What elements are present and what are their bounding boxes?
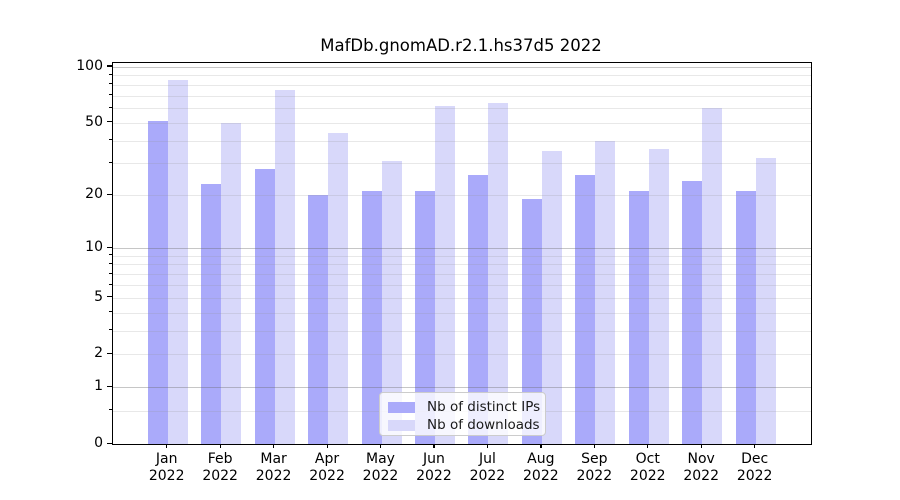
x-tick-mar (273, 443, 275, 448)
bar-ips-jan (147, 121, 168, 444)
x-tick-label-feb: Feb 2022 (202, 451, 238, 484)
x-tick-oct (647, 443, 649, 448)
plot-area (112, 62, 812, 445)
bar-downloads-sep (595, 140, 616, 444)
x-tick-label-nov: Nov 2022 (683, 451, 719, 484)
bar-downloads-mar (274, 90, 295, 444)
y-minortick-9 (109, 254, 112, 256)
x-tick-label-jul: Jul 2022 (469, 451, 506, 484)
legend-label-downloads: Nb of downloads (427, 417, 540, 433)
y-tick-label-2: 2 (94, 345, 103, 362)
x-tick-may (380, 443, 382, 448)
y-tick-label-1: 1 (94, 378, 103, 395)
y-minortick-4 (109, 311, 112, 312)
y-tick-50 (107, 121, 112, 123)
y-tick-5 (107, 296, 112, 298)
legend: Nb of distinct IPs Nb of downloads (379, 392, 546, 436)
bar-ips-oct (628, 191, 649, 444)
y-minortick-7 (109, 272, 112, 274)
legend-item-distinct-ips: Nb of distinct IPs (388, 399, 545, 415)
y-tick-20 (107, 193, 112, 195)
y-tick-10 (107, 246, 112, 248)
y-minortick-90 (109, 73, 112, 75)
bar-ips-nov (682, 181, 703, 444)
y-tick-100 (107, 65, 112, 67)
x-tick-label-mar: Mar 2022 (255, 451, 292, 484)
x-tick-label-jan: Jan 2022 (148, 451, 185, 484)
bar-ips-dec (735, 191, 756, 444)
bar-downloads-nov (702, 108, 723, 444)
y-minortick-80 (109, 83, 112, 85)
y-minortick-30 (109, 161, 112, 163)
y-tick-2 (107, 352, 112, 354)
chart-title: MafDb.gnomAD.r2.1.hs37d5 2022 (320, 36, 602, 55)
x-tick-label-may: May 2022 (362, 451, 399, 484)
x-tick-label-sep: Sep 2022 (576, 451, 613, 484)
x-tick-label-aug: Aug 2022 (523, 451, 559, 484)
x-tick-feb (219, 443, 221, 448)
downloads-color-swatch (388, 419, 415, 431)
bar-downloads-dec (755, 158, 776, 444)
y-tick-label-50: 50 (85, 113, 103, 130)
bar-downloads-aug (541, 151, 562, 444)
x-tick-jul (486, 443, 489, 448)
x-tick-label-dec: Dec 2022 (736, 451, 773, 484)
y-tick-1 (107, 385, 112, 388)
y-tick-label-0: 0 (94, 435, 103, 451)
x-tick-sep (593, 443, 595, 448)
x-tick-label-jun: Jun 2022 (416, 451, 452, 484)
bar-downloads-oct (648, 148, 669, 444)
y-minortick-8 (109, 262, 112, 264)
bar-downloads-may (381, 160, 402, 444)
bar-ips-jul (468, 174, 489, 444)
x-tick-label-apr: Apr 2022 (309, 451, 345, 484)
bar-downloads-jun (434, 105, 455, 444)
bar-downloads-jan (167, 80, 188, 444)
x-tick-aug (540, 443, 542, 448)
bar-ips-sep (575, 174, 596, 444)
bar-ips-apr (308, 195, 329, 444)
y-tick-0 (107, 442, 112, 444)
y-tick-label-100: 100 (76, 57, 103, 74)
bar-downloads-apr (328, 132, 349, 444)
bar-ips-aug (521, 199, 542, 444)
x-tick-dec (754, 443, 756, 448)
bars-layer (113, 63, 811, 444)
legend-item-downloads: Nb of downloads (388, 417, 545, 433)
x-tick-jun (433, 443, 435, 448)
ips-color-swatch (388, 401, 415, 413)
y-minortick-40 (109, 139, 112, 141)
bar-downloads-jul (488, 102, 509, 444)
bar-ips-jun (414, 191, 435, 444)
y-tick-label-5: 5 (94, 288, 103, 305)
y-minortick-70 (109, 94, 112, 96)
bar-ips-mar (254, 168, 275, 444)
x-tick-nov (700, 443, 702, 448)
y-tick-label-20: 20 (85, 186, 103, 203)
y-minortick-0.5 (109, 409, 112, 411)
y-minortick-3 (109, 329, 112, 331)
y-minortick-6 (109, 283, 112, 285)
y-minortick-60 (109, 106, 112, 108)
x-tick-apr (326, 443, 328, 448)
legend-label-distinct-ips: Nb of distinct IPs (427, 399, 541, 415)
x-tick-label-oct: Oct 2022 (629, 451, 666, 484)
bar-ips-feb (201, 184, 222, 444)
x-tick-jan (166, 443, 168, 448)
y-tick-label-10: 10 (85, 239, 103, 256)
bar-downloads-feb (221, 122, 242, 444)
bar-ips-may (361, 191, 382, 444)
